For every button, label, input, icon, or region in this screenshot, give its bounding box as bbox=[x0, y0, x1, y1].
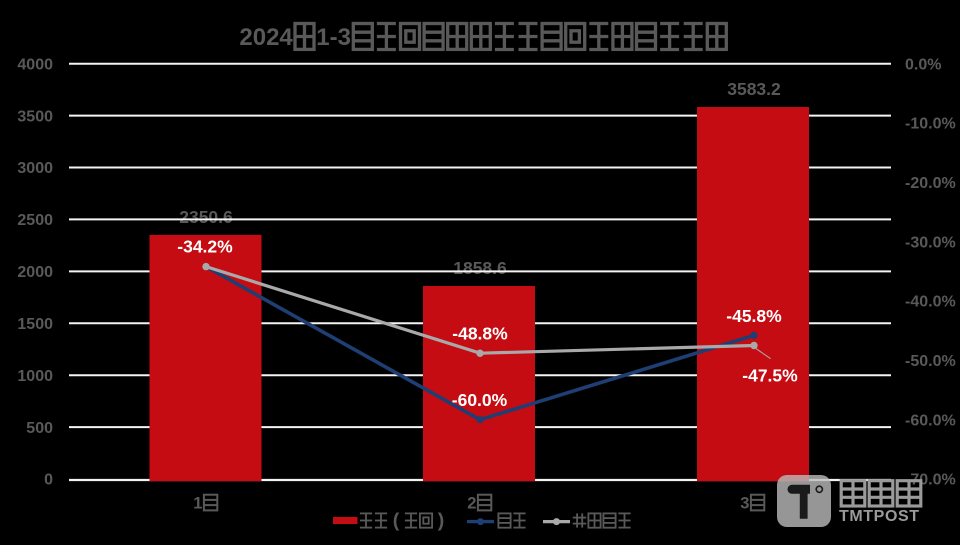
svg-text:(: ( bbox=[393, 510, 400, 532]
svg-text:3: 3 bbox=[740, 494, 749, 512]
svg-text:-60.0%: -60.0% bbox=[452, 390, 508, 410]
svg-text:1500: 1500 bbox=[17, 316, 53, 333]
svg-text:3583.2: 3583.2 bbox=[727, 79, 781, 99]
svg-text:-60.0%: -60.0% bbox=[905, 412, 956, 429]
svg-text:-10.0%: -10.0% bbox=[905, 116, 956, 133]
svg-text:2350.6: 2350.6 bbox=[179, 207, 233, 227]
svg-text:1000: 1000 bbox=[17, 368, 53, 385]
svg-text:2: 2 bbox=[467, 494, 476, 512]
svg-text:2024: 2024 bbox=[239, 24, 293, 51]
svg-text:-50.0%: -50.0% bbox=[905, 353, 956, 370]
svg-text:4000: 4000 bbox=[17, 56, 53, 73]
svg-text:1-3: 1-3 bbox=[316, 24, 351, 51]
svg-text:0.0%: 0.0% bbox=[905, 56, 941, 73]
svg-text:-30.0%: -30.0% bbox=[905, 234, 956, 251]
svg-text:-70.0%: -70.0% bbox=[905, 472, 956, 489]
svg-text:-34.2%: -34.2% bbox=[177, 237, 233, 257]
svg-text:2500: 2500 bbox=[17, 212, 53, 229]
svg-text:-48.8%: -48.8% bbox=[452, 324, 508, 344]
svg-text:500: 500 bbox=[26, 420, 53, 437]
svg-text:3500: 3500 bbox=[17, 108, 53, 125]
svg-text:0: 0 bbox=[44, 472, 53, 489]
svg-text:-20.0%: -20.0% bbox=[905, 175, 956, 192]
svg-text:TMTPOST: TMTPOST bbox=[839, 508, 920, 525]
svg-text:2000: 2000 bbox=[17, 264, 53, 281]
svg-text:-45.8%: -45.8% bbox=[726, 306, 782, 326]
svg-text:-40.0%: -40.0% bbox=[905, 294, 956, 311]
svg-text:-47.5%: -47.5% bbox=[742, 365, 798, 385]
svg-text:1858.6: 1858.6 bbox=[453, 258, 507, 278]
svg-text:): ) bbox=[438, 510, 445, 532]
svg-text:1: 1 bbox=[193, 494, 202, 512]
svg-text:3000: 3000 bbox=[17, 160, 53, 177]
